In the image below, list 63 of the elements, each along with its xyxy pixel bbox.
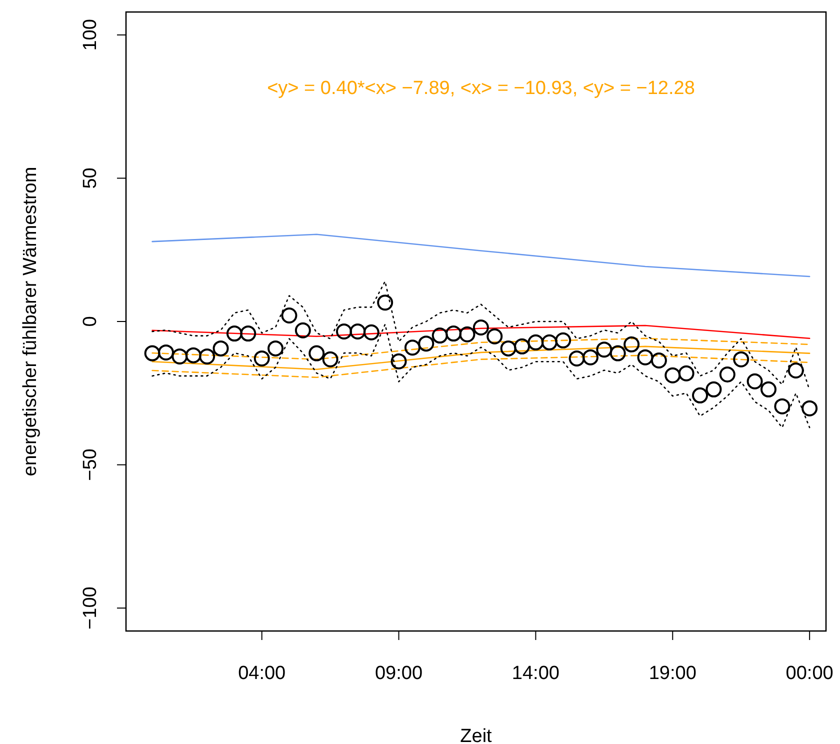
point xyxy=(172,348,188,364)
x-tick-label: 09:00 xyxy=(374,663,423,684)
point xyxy=(185,347,202,364)
point xyxy=(144,345,160,362)
point xyxy=(650,352,667,368)
point xyxy=(322,351,338,368)
point xyxy=(774,398,790,414)
point xyxy=(281,307,298,324)
point xyxy=(308,345,325,362)
point xyxy=(486,328,503,344)
point xyxy=(158,344,174,360)
y-tick-label: 50 xyxy=(80,168,101,189)
point xyxy=(390,353,407,370)
x-tick-label: 00:00 xyxy=(786,663,834,684)
point xyxy=(404,340,420,356)
point xyxy=(733,351,750,368)
point xyxy=(294,322,311,338)
point xyxy=(226,326,242,342)
point xyxy=(446,326,462,342)
point xyxy=(528,334,544,350)
point xyxy=(432,328,448,344)
x-tick-label: 04:00 xyxy=(238,663,286,684)
point xyxy=(254,350,270,366)
point xyxy=(568,350,585,366)
point xyxy=(472,320,489,336)
point xyxy=(268,340,284,356)
point xyxy=(350,324,366,340)
y-tick-label: 100 xyxy=(80,19,101,51)
y-tick-label: −50 xyxy=(80,448,101,481)
line-series xyxy=(152,234,810,278)
y-tick-label: −100 xyxy=(80,586,101,630)
point xyxy=(664,367,681,384)
point xyxy=(514,338,530,354)
point xyxy=(377,294,394,311)
point xyxy=(418,336,434,352)
point xyxy=(240,326,256,342)
point xyxy=(336,324,352,340)
point xyxy=(500,340,516,356)
point xyxy=(719,366,736,383)
y-axis-title: energetischer fühlbarer Wärmestrom xyxy=(20,166,41,476)
point xyxy=(692,387,708,404)
point xyxy=(596,342,612,358)
point xyxy=(760,381,776,398)
point xyxy=(610,345,626,362)
point xyxy=(788,362,804,379)
x-tick-label: 14:00 xyxy=(512,663,560,684)
y-tick-label: 0 xyxy=(80,316,101,327)
point xyxy=(212,340,229,356)
point xyxy=(541,334,558,350)
point xyxy=(555,332,572,348)
point xyxy=(706,381,722,398)
point xyxy=(363,324,380,340)
annotation: <y> = 0.40*<x> −7.89, <x> = −10.93, <y> = −12.28 xyxy=(267,78,695,99)
point xyxy=(582,349,598,366)
point xyxy=(459,326,476,342)
point xyxy=(637,349,654,366)
x-axis-title: Zeit xyxy=(460,726,493,744)
point xyxy=(678,365,694,382)
point xyxy=(746,373,763,390)
point xyxy=(199,348,216,364)
point xyxy=(802,400,818,416)
x-tick-label: 19:00 xyxy=(648,663,696,684)
point xyxy=(624,336,640,352)
